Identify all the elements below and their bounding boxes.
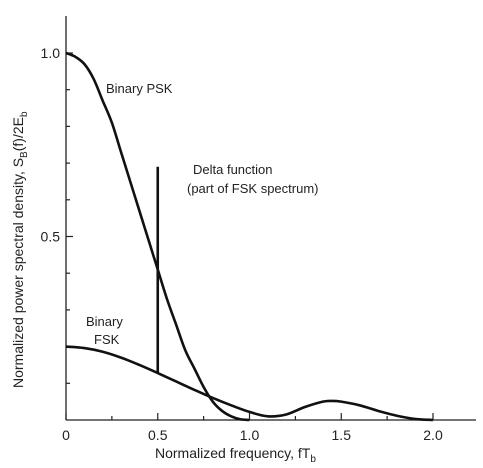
delta-annotation-line2: (part of FSK spectrum) [187, 181, 318, 196]
y-tick-label: 0.5 [41, 229, 61, 245]
y-axis-label-subscript-2: b [19, 111, 30, 117]
x-tick-label: 2.0 [423, 427, 443, 443]
x-axis-label-main: Normalized frequency, fT [155, 445, 311, 461]
y-axis-label: Normalized power spectral density, SB(f)… [10, 111, 30, 388]
tick-labels: 0 0.5 1.0 1.5 2.0 0.5 1.0 [41, 45, 443, 443]
fsk-annotation-line1: Binary [86, 314, 123, 329]
x-axis-label: Normalized frequency, fTb [155, 445, 316, 465]
ticks [65, 52, 434, 420]
x-axis-label-subscript: b [310, 454, 316, 465]
series [65, 51, 434, 422]
delta-annotation-line1: Delta function [193, 162, 273, 177]
y-tick-label: 1.0 [41, 45, 61, 61]
y-axis-label-mid: (f)/2E [10, 117, 26, 151]
x-tick-label: 0.5 [148, 427, 168, 443]
x-tick-label: 0 [62, 427, 70, 443]
x-tick-label: 1.5 [332, 427, 352, 443]
y-axis-label-subscript-1: B [19, 151, 30, 158]
x-tick-label: 1.0 [240, 427, 260, 443]
y-axis-label-main: Normalized power spectral density, S [10, 158, 26, 388]
fsk-curve [65, 345, 434, 422]
axes [65, 16, 476, 421]
psk-annotation: Binary PSK [106, 81, 173, 96]
fsk-annotation-line2: FSK [94, 332, 120, 347]
